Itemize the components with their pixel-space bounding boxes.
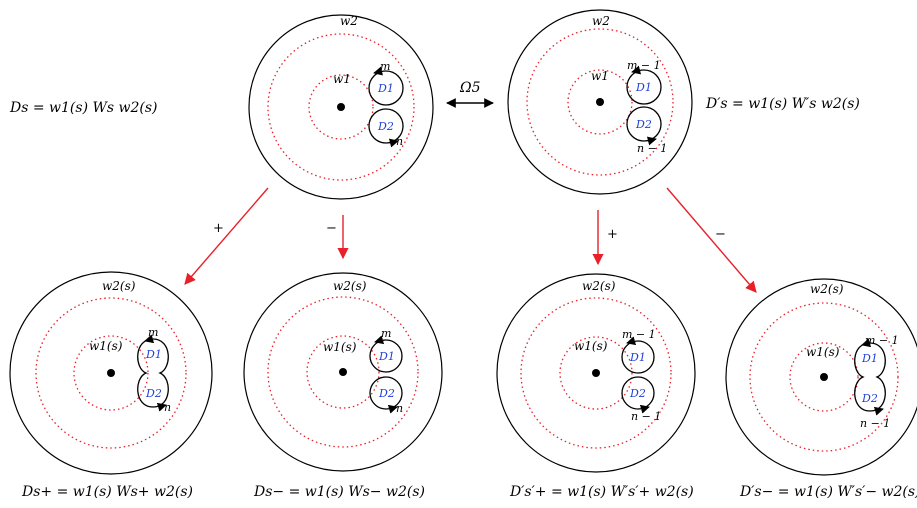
- arc-label-top: m: [148, 326, 158, 339]
- disc-label-bottom: D2: [629, 387, 646, 400]
- minus-label: −: [326, 221, 337, 236]
- disc-label-top: D1: [861, 352, 878, 365]
- arc-label-top: m − 1: [865, 334, 899, 347]
- inner-label: w1(s): [806, 345, 840, 359]
- inner-label: w1: [591, 69, 609, 83]
- arc-label-bottom: n − 1: [860, 417, 890, 430]
- omega-label: Ω5: [459, 80, 481, 96]
- outer-label: w2(s): [102, 279, 136, 293]
- disc-label-bottom: D2: [377, 120, 394, 133]
- arc-label-top: m: [380, 60, 390, 73]
- disc-label-top: D1: [377, 82, 394, 95]
- outer-label: w2: [340, 14, 358, 28]
- disc-label-top: D1: [145, 348, 162, 361]
- smoothing-arrows: + − + −: [184, 187, 757, 293]
- disc-label-bottom: D2: [861, 392, 878, 405]
- diagram-top-right: w2 w1 D1 D2 m − 1 n − 1 D′s = w1(s) W′s …: [507, 9, 860, 195]
- disc-label-bottom: D2: [635, 118, 652, 131]
- inner-label: w1(s): [89, 339, 123, 353]
- arc-label-top: m: [381, 327, 391, 340]
- arc-label-bottom: n − 1: [631, 410, 661, 423]
- diagram-bottom-2: w2(s) w1(s) D1 D2 m n Ds− = w1(s) Ws− w2…: [243, 272, 443, 500]
- diagram-bottom-4: w2(s) w1(s) D1 D2 m − 1 n − 1 D′s− = w1(…: [725, 278, 917, 500]
- inner-label: w1(s): [323, 340, 357, 354]
- disc-label-top: D1: [635, 81, 652, 94]
- disc-label-top: D1: [629, 351, 646, 364]
- outer-label: w2(s): [582, 279, 616, 293]
- diagram-bottom-1: w2(s) w1(s) D1 D2 m n Ds+ = w1(s) Ws+ w2…: [9, 271, 213, 500]
- diagram-top-left: w2 w1 D1 D2 m n Ds = w1(s) Ws w2(s): [9, 14, 434, 200]
- inner-label: w1: [333, 72, 351, 86]
- caption: D′s = w1(s) W′s w2(s): [705, 96, 860, 112]
- arc-label-top: m − 1: [627, 59, 661, 72]
- disc-label-bottom: D2: [145, 387, 162, 400]
- arc-label-bottom: n: [396, 135, 403, 148]
- inner-label: w1(s): [574, 339, 608, 353]
- disc-label-top: D1: [378, 350, 395, 363]
- outer-label: w2(s): [333, 279, 367, 293]
- omega-move-arrow: Ω5: [446, 80, 494, 108]
- caption: Ds = w1(s) Ws w2(s): [9, 100, 158, 116]
- diagram-bottom-3: w2(s) w1(s) D1 D2 m − 1 n − 1 D′s′+ = w1…: [496, 273, 696, 500]
- disc-label-bottom: D2: [378, 387, 395, 400]
- caption: Ds− = w1(s) Ws− w2(s): [253, 484, 425, 500]
- arc-label-bottom: n − 1: [637, 142, 667, 155]
- plus-label: +: [213, 221, 224, 236]
- caption: D′s′+ = w1(s) W′s′+ w2(s): [509, 484, 694, 500]
- arc-label-bottom: n: [164, 401, 171, 414]
- caption: D′s− = w1(s) W′s′− w2(s): [739, 484, 917, 500]
- outer-label: w2: [592, 14, 610, 28]
- plus-label: +: [607, 227, 618, 242]
- caption: Ds+ = w1(s) Ws+ w2(s): [21, 484, 193, 500]
- arc-label-top: m − 1: [622, 328, 656, 341]
- arc-label-bottom: n: [396, 402, 403, 415]
- outer-label: w2(s): [810, 282, 844, 296]
- minus-label: −: [715, 227, 726, 242]
